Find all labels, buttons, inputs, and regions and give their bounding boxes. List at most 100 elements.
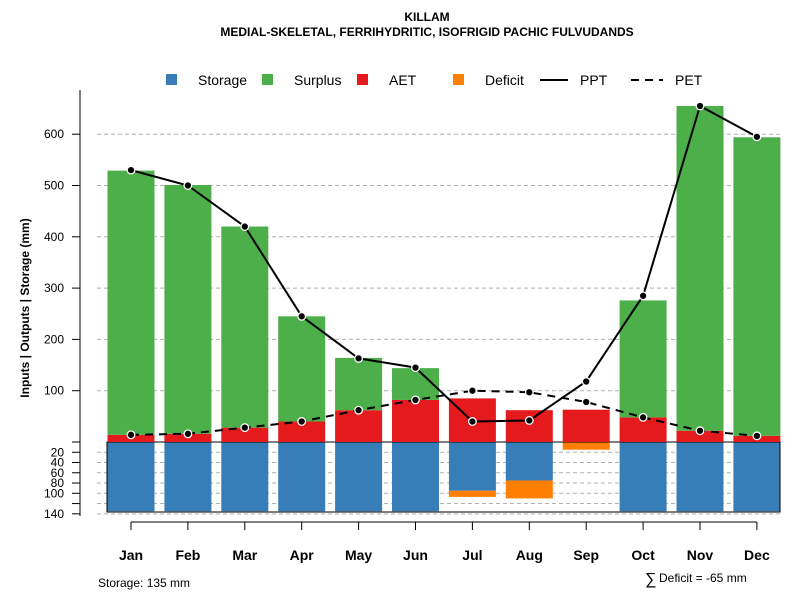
legend-label-deficit: Deficit [485, 72, 524, 88]
legend-swatch-aet [357, 74, 368, 85]
y-tick-label: 300 [44, 281, 64, 295]
pet-point [695, 426, 705, 436]
aet-bar [221, 427, 269, 442]
pet-point [752, 431, 762, 441]
deficit-bar [562, 442, 610, 450]
y-tick-label-lower: 80 [51, 476, 65, 490]
bars [107, 105, 781, 442]
storage-bar [278, 442, 326, 512]
surplus-bar [221, 226, 269, 428]
chart-subtitle: MEDIAL-SKELETAL, FERRIHYDRITIC, ISOFRIGI… [220, 25, 633, 39]
pet-point [524, 387, 534, 397]
y-tick-label-lower: 40 [51, 456, 65, 470]
storage-note: Storage: 135 mm [98, 576, 190, 590]
chart-title: KILLAM [404, 10, 449, 24]
x-tick-label: Jan [119, 547, 143, 563]
pet-point [467, 386, 477, 396]
legend-swatch-deficit [453, 74, 464, 85]
y-tick-label-lower: 140 [44, 507, 64, 521]
ppt-point [524, 416, 534, 425]
pet-line [130, 389, 757, 437]
pet-point [240, 423, 250, 433]
aet-bar [562, 409, 610, 442]
aet-bar [335, 410, 383, 442]
pet-point [638, 412, 648, 422]
ppt-point [354, 353, 364, 363]
surplus-bar [676, 105, 724, 431]
x-tick-label: Nov [687, 547, 714, 563]
storage-bar [676, 442, 724, 512]
surplus-bar [619, 300, 667, 418]
storage-bar [733, 442, 781, 512]
ppt-point [411, 363, 420, 373]
ppt-point [581, 377, 591, 386]
ppt-line [130, 104, 758, 423]
ppt-point [126, 165, 136, 175]
series-lines [126, 101, 762, 441]
pet-point [354, 405, 364, 415]
ppt-point [638, 291, 648, 301]
legend-label-surplus: Surplus [294, 72, 341, 88]
x-tick-label: Jul [462, 547, 482, 563]
storage-bar [619, 442, 667, 512]
y-tick-label: 100 [44, 384, 64, 398]
y-tick-label: 500 [44, 179, 64, 193]
surplus-bar [733, 137, 781, 436]
deficit-bar [448, 490, 496, 497]
storage-bar [392, 442, 439, 512]
sum-symbol: ∑ [645, 571, 656, 588]
storage-bar [107, 442, 155, 512]
legend-swatch-storage [166, 74, 177, 85]
aet-bar [278, 421, 326, 442]
x-tick-label: Dec [744, 547, 770, 563]
storage-bar [221, 442, 269, 512]
aet-bar [392, 399, 439, 442]
legend-label-aet: AET [389, 72, 417, 88]
x-tick-label: Oct [631, 547, 655, 563]
deficit-bar [505, 480, 553, 499]
pet-point [183, 429, 193, 439]
x-tick-label: Feb [175, 547, 200, 563]
storage-bar [505, 442, 553, 481]
y-tick-label: 200 [44, 332, 64, 346]
x-tick-label: Aug [516, 547, 543, 563]
ppt-point [695, 101, 705, 111]
deficit-note: Deficit = -65 mm [659, 571, 747, 585]
x-tick-label: Apr [290, 547, 315, 563]
legend-label-storage: Storage [198, 72, 247, 88]
legend-label-ppt: PPT [580, 72, 608, 88]
y-axis-label: Inputs | Outputs | Storage (mm) [18, 218, 32, 397]
storage-bar [335, 442, 383, 512]
surplus-bar [164, 184, 212, 434]
y-tick-label-lower: 100 [44, 486, 64, 500]
aet-bar [505, 410, 553, 442]
y-tick-label-lower: 60 [51, 466, 65, 480]
storage-bar [448, 442, 496, 491]
pet-point [297, 417, 307, 426]
legend-label-pet: PET [675, 72, 703, 88]
x-tick-label: May [345, 547, 372, 563]
y-tick-label: 400 [44, 230, 64, 244]
x-tick-label: Jun [403, 547, 428, 563]
storage-panel-frame [106, 441, 781, 513]
surplus-bar [335, 357, 383, 411]
pet-point [411, 395, 420, 405]
ppt-point [297, 311, 307, 321]
ppt-point [183, 181, 193, 190]
surplus-bar [278, 316, 326, 422]
x-tick-label: Mar [232, 547, 257, 563]
ppt-point [467, 417, 477, 426]
legend-swatch-surplus [262, 74, 273, 85]
ppt-point [752, 132, 762, 142]
ppt-point [240, 222, 250, 231]
storage-bar [164, 442, 212, 512]
pet-point [126, 430, 136, 440]
pet-point [581, 397, 591, 407]
surplus-bar [392, 368, 439, 400]
aet-bar [676, 430, 724, 442]
y-tick-label-lower: 20 [51, 445, 65, 459]
y-tick-label: 600 [44, 127, 64, 141]
surplus-bar [107, 170, 155, 435]
